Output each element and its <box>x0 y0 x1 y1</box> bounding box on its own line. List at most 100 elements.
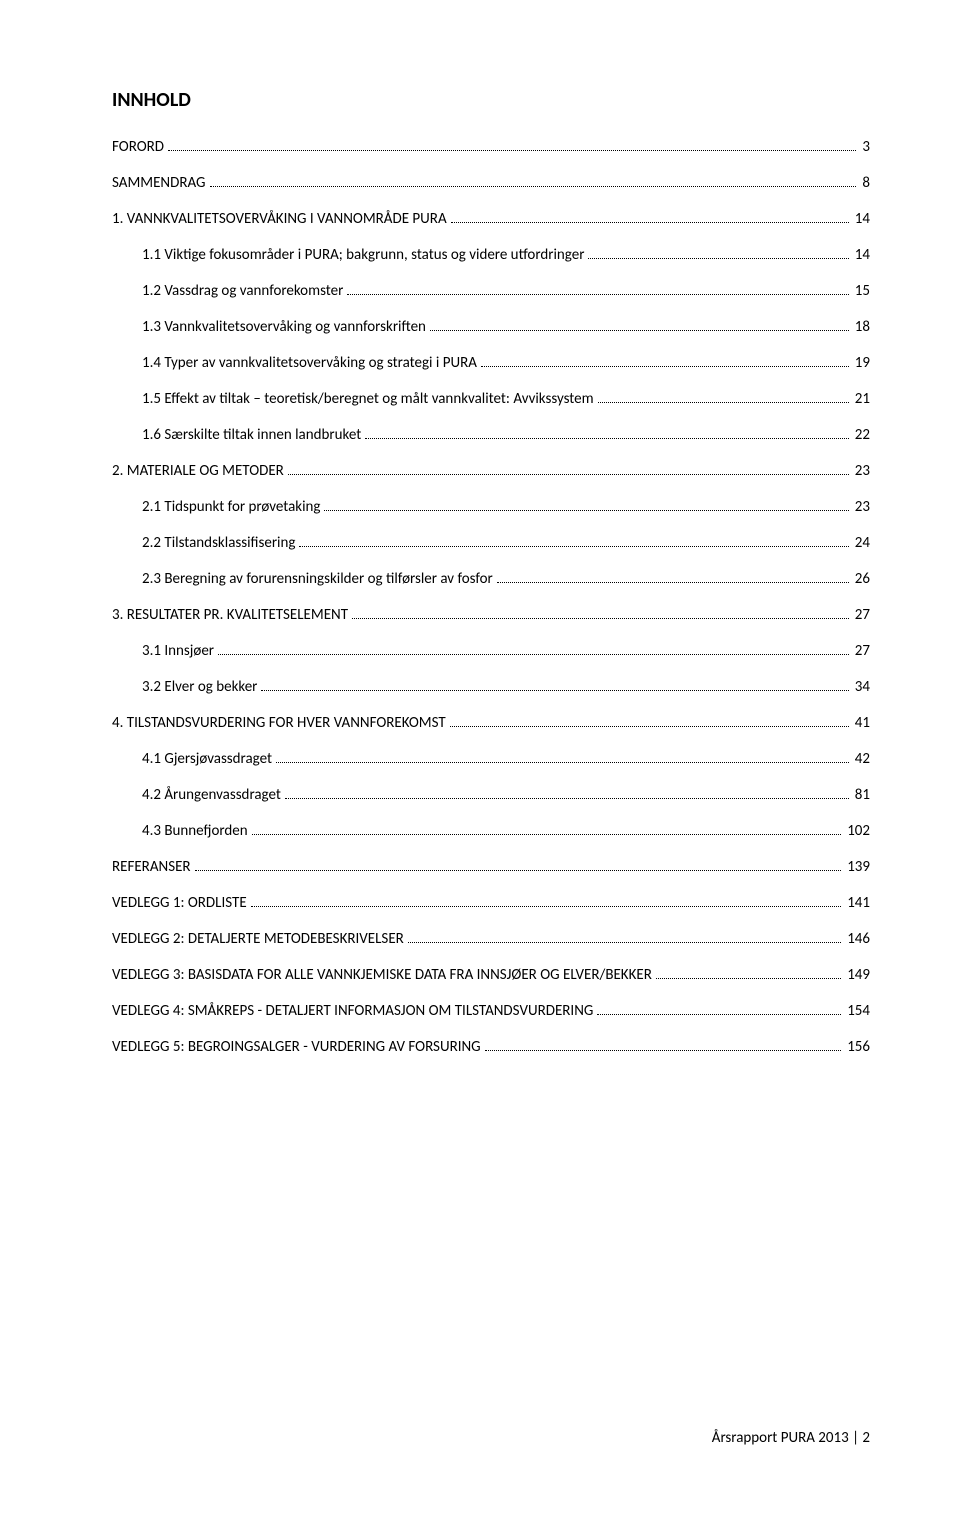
toc-leader-dots <box>588 258 848 259</box>
toc-page-number: 154 <box>845 1004 870 1019</box>
toc-page-number: 3 <box>860 140 870 155</box>
toc-label: 4.1 Gjersjøvassdraget <box>142 752 272 767</box>
toc-label: 3.2 Elver og bekker <box>142 680 257 695</box>
toc-page-number: 34 <box>853 680 870 695</box>
toc-page-number: 15 <box>853 284 870 299</box>
toc-leader-dots <box>450 726 849 727</box>
toc-page-number: 23 <box>853 500 870 515</box>
page-title: INNHOLD <box>112 88 870 112</box>
toc-page-number: 27 <box>853 608 870 623</box>
toc-entry: VEDLEGG 4: SMÅKREPS - DETALJERT INFORMAS… <box>112 1004 870 1019</box>
toc-label: 3.1 Innsjøer <box>142 644 214 659</box>
table-of-contents: FORORD 3 SAMMENDRAG 8 1. VANNKVALITETSOVERVÅ… <box>112 140 870 1055</box>
toc-label: 2.1 Tidspunkt for prøvetaking <box>142 500 320 515</box>
toc-leader-dots <box>365 438 849 439</box>
toc-label: VEDLEGG 5: BEGROINGSALGER - VURDERING AV… <box>112 1040 481 1055</box>
toc-entry: 1.3 Vannkvalitetsovervåking og vannforsk… <box>142 320 870 335</box>
toc-label: FORORD <box>112 140 164 155</box>
toc-entry: 2. MATERIALE OG METODER 23 <box>112 464 870 479</box>
toc-entry: 2.3 Beregning av forurensningskilder og … <box>142 572 870 587</box>
toc-page-number: 146 <box>845 932 870 947</box>
toc-page-number: 14 <box>853 248 870 263</box>
toc-label: 1.6 Særskilte tiltak innen landbruket <box>142 428 361 443</box>
toc-leader-dots <box>299 546 848 547</box>
toc-label: VEDLEGG 1: ORDLISTE <box>112 896 247 911</box>
toc-leader-dots <box>408 942 841 943</box>
toc-label: 1. VANNKVALITETSOVERVÅKING I VANNOMRÅDE … <box>112 212 447 227</box>
toc-label: 1.1 Viktige fokusområder i PURA; bakgrun… <box>142 248 584 263</box>
toc-page-number: 14 <box>853 212 870 227</box>
toc-leader-dots <box>195 870 842 871</box>
toc-leader-dots <box>261 690 848 691</box>
toc-leader-dots <box>168 150 856 151</box>
toc-label: REFERANSER <box>112 860 191 875</box>
toc-entry: 1.5 Effekt av tiltak – teoretisk/beregne… <box>142 392 870 407</box>
toc-entry: VEDLEGG 3: BASISDATA FOR ALLE VANNKJEMIS… <box>112 968 870 983</box>
toc-page-number: 41 <box>853 716 870 731</box>
toc-entry: SAMMENDRAG 8 <box>112 176 870 191</box>
toc-label: 1.2 Vassdrag og vannforekomster <box>142 284 343 299</box>
toc-leader-dots <box>347 294 848 295</box>
toc-entry: 4. TILSTANDSVURDERING FOR HVER VANNFOREK… <box>112 716 870 731</box>
toc-leader-dots <box>485 1050 842 1051</box>
toc-entry: 3. RESULTATER PR. KVALITETSELEMENT 27 <box>112 608 870 623</box>
toc-page-number: 81 <box>853 788 870 803</box>
toc-entry: VEDLEGG 5: BEGROINGSALGER - VURDERING AV… <box>112 1040 870 1055</box>
toc-page-number: 21 <box>853 392 870 407</box>
toc-entry: FORORD 3 <box>112 140 870 155</box>
toc-page-number: 156 <box>845 1040 870 1055</box>
toc-label: VEDLEGG 2: DETALJERTE METODEBESKRIVELSER <box>112 932 404 947</box>
toc-entry: 2.2 Tilstandsklassifisering 24 <box>142 536 870 551</box>
toc-label: 4.2 Årungenvassdraget <box>142 788 281 803</box>
toc-label: 1.5 Effekt av tiltak – teoretisk/beregne… <box>142 392 594 407</box>
toc-leader-dots <box>597 1014 841 1015</box>
toc-page-number: 27 <box>853 644 870 659</box>
toc-page-number: 23 <box>853 464 870 479</box>
toc-label: 4. TILSTANDSVURDERING FOR HVER VANNFOREK… <box>112 716 446 731</box>
toc-leader-dots <box>352 618 849 619</box>
toc-label: 1.4 Typer av vannkvalitetsovervåking og … <box>142 356 477 371</box>
toc-page-number: 22 <box>853 428 870 443</box>
toc-page-number: 19 <box>853 356 870 371</box>
toc-leader-dots <box>451 222 849 223</box>
toc-entry: 4.3 Bunnefjorden 102 <box>142 824 870 839</box>
toc-leader-dots <box>218 654 849 655</box>
toc-leader-dots <box>656 978 841 979</box>
toc-entry: 1.4 Typer av vannkvalitetsovervåking og … <box>142 356 870 371</box>
toc-entry: REFERANSER 139 <box>112 860 870 875</box>
toc-entry: 4.2 Årungenvassdraget 81 <box>142 788 870 803</box>
toc-page-number: 24 <box>853 536 870 551</box>
toc-page-number: 18 <box>853 320 870 335</box>
toc-entry: 4.1 Gjersjøvassdraget 42 <box>142 752 870 767</box>
toc-leader-dots <box>497 582 849 583</box>
toc-page-number: 42 <box>853 752 870 767</box>
toc-leader-dots <box>430 330 849 331</box>
toc-label: 2.2 Tilstandsklassifisering <box>142 536 295 551</box>
toc-label: 4.3 Bunnefjorden <box>142 824 248 839</box>
toc-leader-dots <box>210 186 857 187</box>
toc-leader-dots <box>598 402 849 403</box>
toc-entry: VEDLEGG 2: DETALJERTE METODEBESKRIVELSER… <box>112 932 870 947</box>
toc-label: VEDLEGG 4: SMÅKREPS - DETALJERT INFORMAS… <box>112 1004 593 1019</box>
toc-entry: 2.1 Tidspunkt for prøvetaking 23 <box>142 500 870 515</box>
toc-entry: VEDLEGG 1: ORDLISTE 141 <box>112 896 870 911</box>
page-footer: Årsrapport PURA 2013 | 2 <box>712 1429 870 1447</box>
toc-leader-dots <box>251 906 842 907</box>
toc-page-number: 139 <box>845 860 870 875</box>
toc-page-number: 8 <box>860 176 870 191</box>
toc-page-number: 102 <box>845 824 870 839</box>
toc-leader-dots <box>252 834 842 835</box>
toc-entry: 1.6 Særskilte tiltak innen landbruket 22 <box>142 428 870 443</box>
toc-page-number: 141 <box>845 896 870 911</box>
toc-label: 3. RESULTATER PR. KVALITETSELEMENT <box>112 608 348 623</box>
toc-entry: 3.1 Innsjøer 27 <box>142 644 870 659</box>
toc-entry: 1.1 Viktige fokusområder i PURA; bakgrun… <box>142 248 870 263</box>
toc-label: SAMMENDRAG <box>112 176 206 191</box>
toc-leader-dots <box>481 366 849 367</box>
toc-label: 2.3 Beregning av forurensningskilder og … <box>142 572 493 587</box>
toc-leader-dots <box>288 474 849 475</box>
toc-label: 2. MATERIALE OG METODER <box>112 464 284 479</box>
toc-leader-dots <box>285 798 849 799</box>
toc-label: 1.3 Vannkvalitetsovervåking og vannforsk… <box>142 320 426 335</box>
toc-entry: 1.2 Vassdrag og vannforekomster 15 <box>142 284 870 299</box>
